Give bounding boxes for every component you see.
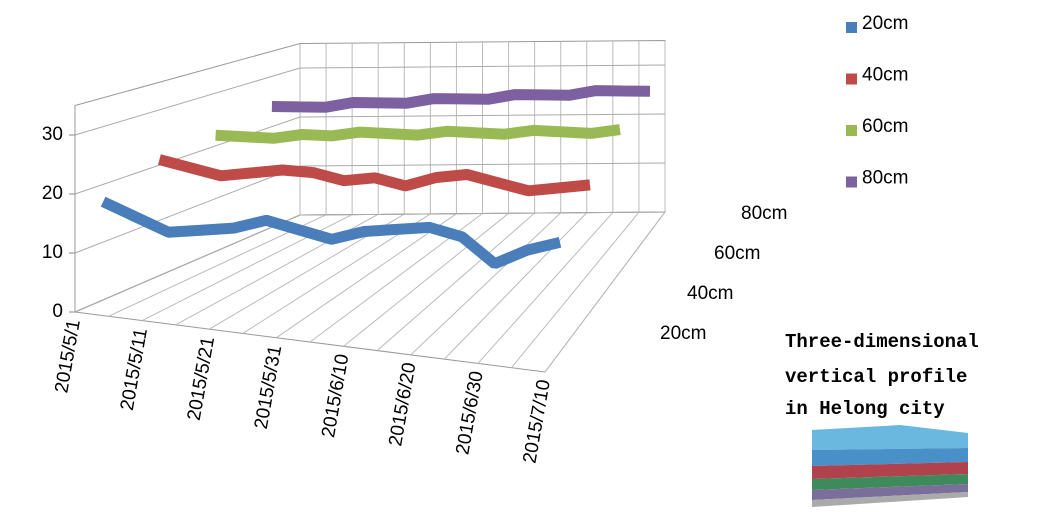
grid-line — [74, 64, 666, 136]
x-tick-label: 2015/6/10 — [318, 352, 353, 439]
ribbon — [100, 196, 562, 269]
y-tick-label: 20 — [42, 183, 63, 204]
category-grid-line — [209, 42, 405, 330]
depth-label: 40cm — [687, 283, 733, 304]
ribbon — [215, 124, 621, 144]
legend-label: 40cm — [862, 65, 908, 86]
x-tick-label: 2015/5/21 — [184, 335, 219, 422]
x-tick-label: 2015/5/31 — [251, 344, 286, 431]
legend-label: 80cm — [862, 168, 908, 189]
ribbon — [157, 154, 591, 197]
depth-label: 80cm — [741, 203, 787, 224]
category-grid-line — [410, 41, 562, 356]
legend-swatch — [846, 22, 857, 33]
legend-swatch — [846, 73, 857, 85]
annotation: Three-dimensional vertical profile in He… — [785, 331, 979, 420]
annotation-line: in Helong city — [785, 398, 945, 420]
annotation-line: vertical profile — [785, 366, 967, 388]
annotation-line: Three-dimensional — [785, 331, 979, 353]
grid-line — [74, 113, 666, 195]
legend-swatch — [846, 176, 857, 188]
plot-area: 2015/5/1 2015/5/11 2015/5/21 2015/5/31 2015/… — [42, 39, 787, 465]
category-grid-line — [443, 41, 588, 360]
legend-swatch — [846, 125, 857, 136]
legend-label: 60cm — [862, 116, 908, 137]
y-tick-label: 0 — [52, 301, 63, 322]
x-tick-label: 2015/5/1 — [51, 318, 85, 394]
category-grid-line — [376, 41, 536, 351]
y-tick-label: 30 — [42, 124, 63, 145]
category-grid-line — [276, 42, 457, 339]
x-tick-label: 2015/5/11 — [117, 327, 152, 413]
side-wall — [74, 42, 301, 313]
category-grid-line — [141, 43, 353, 322]
depth-label: 60cm — [714, 243, 760, 264]
grid-line — [74, 211, 666, 313]
x-tick-label: 2015/7/10 — [520, 378, 555, 465]
legend-label: 20cm — [862, 13, 908, 34]
x-tick-label: 2015/6/30 — [452, 370, 487, 457]
y-tick-label: 10 — [42, 242, 63, 263]
x-tick-label: 2015/6/20 — [385, 361, 420, 448]
category-grid-line — [74, 43, 301, 313]
depth-label: 20cm — [660, 323, 706, 344]
ribbon — [271, 85, 651, 113]
profile-illustration — [812, 425, 968, 507]
category-grid-line — [343, 41, 510, 347]
